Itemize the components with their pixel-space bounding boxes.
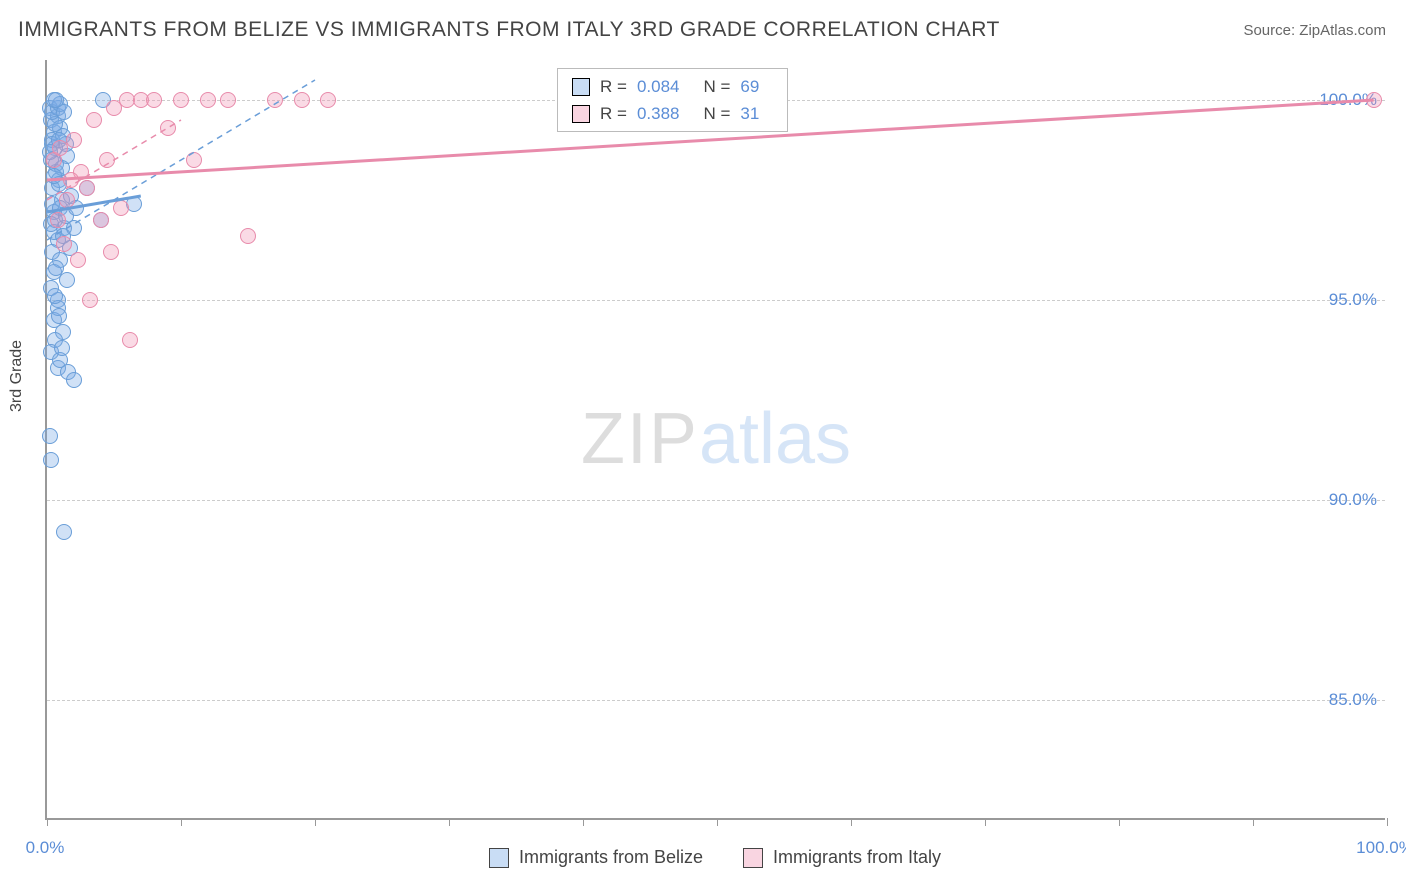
chart-container: 3rd Grade 85.0%90.0%95.0%100.0% ZIPatlas… bbox=[45, 60, 1385, 820]
data-point bbox=[66, 372, 82, 388]
data-point bbox=[122, 332, 138, 348]
gridline bbox=[47, 500, 1385, 501]
data-point bbox=[1366, 92, 1382, 108]
data-point bbox=[99, 152, 115, 168]
r-value: 0.084 bbox=[637, 73, 680, 100]
stats-row: R = 0.388 N = 31 bbox=[572, 100, 773, 127]
gridline bbox=[47, 300, 1385, 301]
data-point bbox=[54, 340, 70, 356]
stats-row: R = 0.084 N = 69 bbox=[572, 73, 773, 100]
x-tick-label: 0.0% bbox=[26, 838, 65, 858]
data-point bbox=[267, 92, 283, 108]
r-value: 0.388 bbox=[637, 100, 680, 127]
data-point bbox=[186, 152, 202, 168]
y-tick-label: 90.0% bbox=[1329, 490, 1377, 510]
data-point bbox=[56, 236, 72, 252]
data-point bbox=[82, 292, 98, 308]
data-point bbox=[50, 212, 66, 228]
data-point bbox=[79, 180, 95, 196]
series-swatch bbox=[572, 78, 590, 96]
n-label: N = bbox=[703, 100, 730, 127]
data-point bbox=[66, 132, 82, 148]
data-point bbox=[70, 252, 86, 268]
data-point bbox=[173, 92, 189, 108]
data-point bbox=[200, 92, 216, 108]
legend: Immigrants from Belize Immigrants from I… bbox=[45, 847, 1385, 868]
legend-item: Immigrants from Belize bbox=[489, 847, 703, 868]
gridline bbox=[47, 700, 1385, 701]
series-swatch bbox=[572, 105, 590, 123]
n-value: 31 bbox=[740, 100, 759, 127]
watermark-atlas: atlas bbox=[699, 399, 851, 479]
data-point bbox=[48, 260, 64, 276]
data-point bbox=[43, 452, 59, 468]
legend-swatch bbox=[743, 848, 763, 868]
y-tick-label: 85.0% bbox=[1329, 690, 1377, 710]
chart-title: IMMIGRANTS FROM BELIZE VS IMMIGRANTS FRO… bbox=[18, 18, 1000, 42]
data-point bbox=[146, 92, 162, 108]
data-point bbox=[103, 244, 119, 260]
y-axis-label: 3rd Grade bbox=[8, 340, 26, 412]
data-point bbox=[59, 192, 75, 208]
data-point bbox=[93, 212, 109, 228]
legend-label: Immigrants from Italy bbox=[773, 847, 941, 868]
n-label: N = bbox=[703, 73, 730, 100]
data-point bbox=[240, 228, 256, 244]
x-tick bbox=[47, 818, 48, 826]
x-tick bbox=[315, 818, 316, 826]
data-point bbox=[320, 92, 336, 108]
data-point bbox=[47, 288, 63, 304]
data-point bbox=[42, 428, 58, 444]
x-tick bbox=[181, 818, 182, 826]
legend-label: Immigrants from Belize bbox=[519, 847, 703, 868]
x-tick bbox=[1387, 818, 1388, 826]
stats-box: R = 0.084 N = 69 R = 0.388 N = 31 bbox=[557, 68, 788, 132]
n-value: 69 bbox=[740, 73, 759, 100]
x-tick bbox=[985, 818, 986, 826]
r-label: R = bbox=[600, 73, 627, 100]
x-tick bbox=[851, 818, 852, 826]
data-point bbox=[59, 272, 75, 288]
data-point bbox=[294, 92, 310, 108]
x-tick bbox=[717, 818, 718, 826]
chart-header: IMMIGRANTS FROM BELIZE VS IMMIGRANTS FRO… bbox=[0, 0, 1406, 52]
chart-source: Source: ZipAtlas.com bbox=[1243, 22, 1386, 39]
legend-swatch bbox=[489, 848, 509, 868]
y-tick-label: 95.0% bbox=[1329, 290, 1377, 310]
data-point bbox=[48, 92, 64, 108]
data-point bbox=[63, 172, 79, 188]
x-tick-label: 100.0% bbox=[1356, 838, 1406, 858]
data-point bbox=[56, 524, 72, 540]
data-point bbox=[51, 308, 67, 324]
r-label: R = bbox=[600, 100, 627, 127]
legend-item: Immigrants from Italy bbox=[743, 847, 941, 868]
data-point bbox=[220, 92, 236, 108]
data-point bbox=[160, 120, 176, 136]
x-tick bbox=[1253, 818, 1254, 826]
plot-area: 3rd Grade 85.0%90.0%95.0%100.0% ZIPatlas… bbox=[45, 60, 1385, 820]
watermark: ZIPatlas bbox=[581, 398, 851, 480]
x-tick bbox=[583, 818, 584, 826]
data-point bbox=[113, 200, 129, 216]
x-tick bbox=[1119, 818, 1120, 826]
data-point bbox=[86, 112, 102, 128]
data-point bbox=[46, 168, 62, 184]
fit-lines bbox=[47, 60, 1387, 820]
x-tick bbox=[449, 818, 450, 826]
watermark-zip: ZIP bbox=[581, 399, 699, 479]
